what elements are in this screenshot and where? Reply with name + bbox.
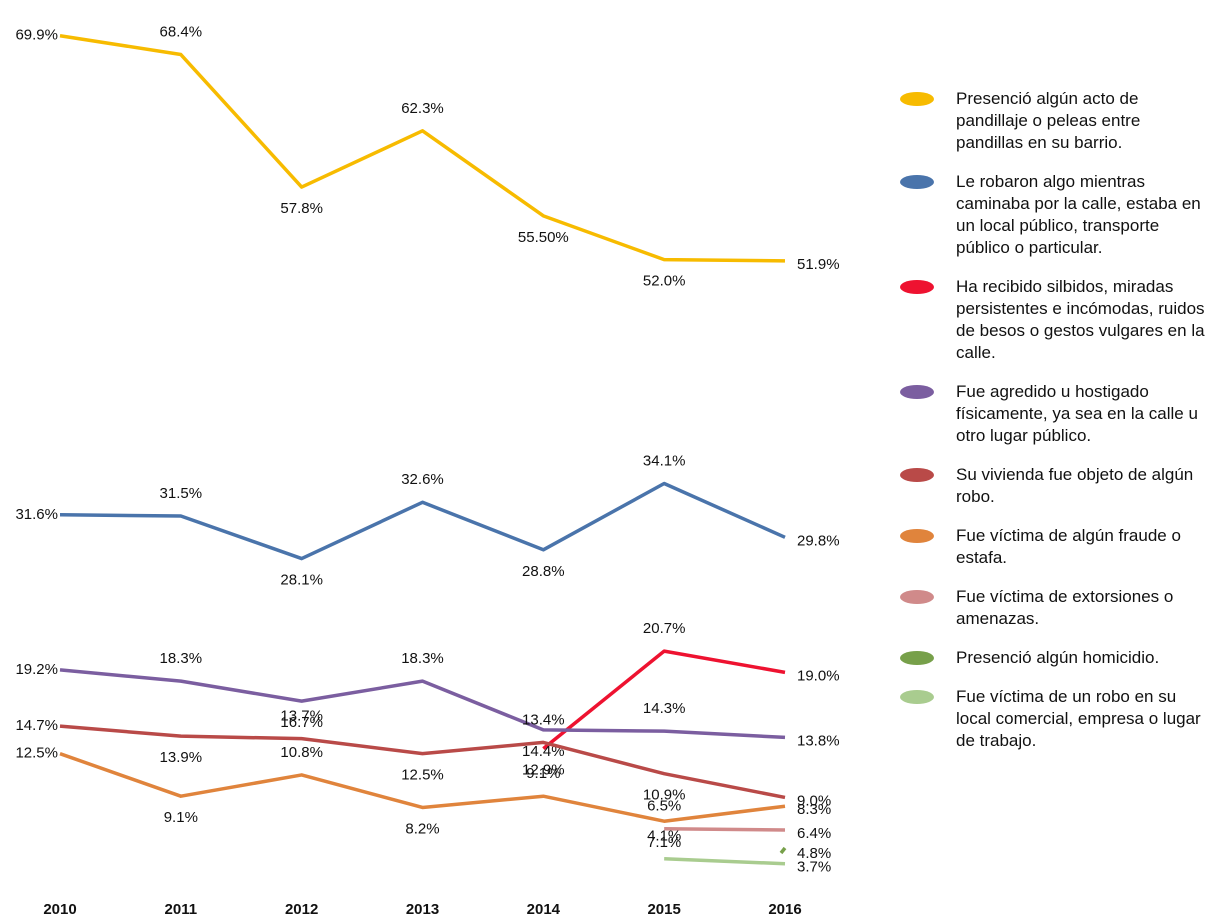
data-label: 8.2% (405, 820, 439, 837)
series-line (542, 649, 786, 751)
data-label: 32.6% (401, 471, 444, 488)
data-label: 13.7% (280, 708, 323, 725)
data-label: 12.9% (522, 762, 565, 779)
data-label: 69.9% (15, 27, 58, 44)
legend-text: Fue agredido u hostigado físicamente, ya… (956, 382, 1198, 445)
legend-item: Fue víctima de algún fraude o estafa. (900, 525, 1210, 569)
data-label: 6.5% (647, 798, 681, 815)
data-label: 52.0% (643, 273, 686, 290)
data-label: 13.8% (797, 732, 840, 749)
data-label: 68.4% (160, 23, 203, 40)
data-label: 19.2% (15, 661, 58, 678)
legend-swatch (900, 92, 934, 106)
legend-item: Presenció algún acto de pandillaje o pel… (900, 88, 1210, 154)
x-tick-label: 2013 (406, 901, 439, 918)
data-label: 57.8% (280, 200, 323, 217)
legend-text: Ha recibido silbidos, miradas persistent… (956, 277, 1205, 362)
data-label: 14.7% (15, 717, 58, 734)
legend-text: Fue víctima de extorsiones o amenazas. (956, 587, 1174, 628)
data-label: 9.0% (797, 792, 831, 809)
series-line (779, 846, 787, 855)
data-label: 13.9% (160, 749, 203, 766)
data-label: 12.5% (15, 745, 58, 762)
legend-item: Su vivienda fue objeto de algún robo. (900, 464, 1210, 508)
data-label: 31.6% (15, 506, 58, 523)
legend-item: Fue víctima de extorsiones o amenazas. (900, 586, 1210, 630)
x-tick-label: 2012 (285, 901, 318, 918)
data-label: 51.9% (797, 256, 840, 273)
data-label: 3.7% (797, 859, 831, 876)
x-tick-label: 2011 (165, 901, 198, 918)
data-label: 62.3% (401, 100, 444, 117)
data-label: 18.3% (160, 650, 203, 667)
legend-swatch (900, 690, 934, 704)
data-label: 4.1% (647, 828, 681, 845)
legend-text: Fue víctima de algún fraude o estafa. (956, 526, 1181, 567)
data-label: 55.50% (518, 229, 569, 246)
data-label: 9.1% (164, 809, 198, 826)
data-label: 9.1% (526, 765, 560, 782)
data-label: 6.4% (797, 825, 831, 842)
x-tick-label: 2014 (527, 901, 561, 918)
series-line (59, 34, 786, 263)
legend-swatch (900, 175, 934, 189)
series-line (59, 668, 786, 740)
data-label: 14.4% (522, 743, 565, 760)
data-label: 10.9% (643, 787, 686, 804)
legend-item: Le robaron algo mientras caminaba por la… (900, 171, 1210, 259)
legend-swatch (900, 385, 934, 399)
data-label: 4.8% (797, 845, 831, 862)
legend-item: Fue agredido u hostigado físicamente, ya… (900, 381, 1210, 447)
legend-text: Presenció algún acto de pandillaje o pel… (956, 89, 1141, 152)
series-line (59, 481, 786, 561)
series-line (664, 856, 786, 866)
series-line (59, 724, 786, 800)
legend-text: Presenció algún homicidio. (956, 648, 1160, 667)
legend-swatch (900, 280, 934, 294)
legend-item: Fue víctima de un robo en su local comer… (900, 686, 1210, 752)
series-line (664, 826, 786, 832)
x-tick-label: 2010 (43, 901, 76, 918)
data-label: 7.1% (647, 834, 681, 851)
legend-swatch (900, 529, 934, 543)
data-label: 29.8% (797, 532, 840, 549)
x-tick-label: 2016 (768, 901, 801, 918)
x-tick-label: 2015 (647, 901, 680, 918)
data-label: 12.5% (401, 767, 444, 784)
data-label: 10.8% (280, 744, 323, 761)
data-label: 20.7% (643, 620, 686, 637)
legend: Presenció algún acto de pandillaje o pel… (900, 88, 1210, 769)
legend-text: Le robaron algo mientras caminaba por la… (956, 172, 1201, 257)
legend-swatch (900, 651, 934, 665)
series-line (59, 752, 786, 823)
legend-text: Fue víctima de un robo en su local comer… (956, 687, 1201, 750)
legend-swatch (900, 468, 934, 482)
data-label: 31.5% (160, 485, 203, 502)
legend-item: Ha recibido silbidos, miradas persistent… (900, 276, 1210, 364)
data-label: 13.4% (522, 711, 565, 728)
data-label: 14.3% (643, 700, 686, 717)
legend-item: Presenció algún homicidio. (900, 647, 1210, 669)
chart: 2010 2011 2012 2013 2014 2015 2016 69.9% 68.4% 57… (15, 23, 840, 918)
data-label: 34.1% (643, 452, 686, 469)
data-label: 28.1% (280, 572, 323, 589)
data-label: 19.0% (797, 667, 840, 684)
legend-swatch (900, 590, 934, 604)
legend-text: Su vivienda fue objeto de algún robo. (956, 465, 1194, 506)
data-label: 16.7% (280, 714, 323, 731)
data-label: 8.3% (797, 801, 831, 818)
data-label: 28.8% (522, 563, 565, 580)
data-label: 18.3% (401, 650, 444, 667)
